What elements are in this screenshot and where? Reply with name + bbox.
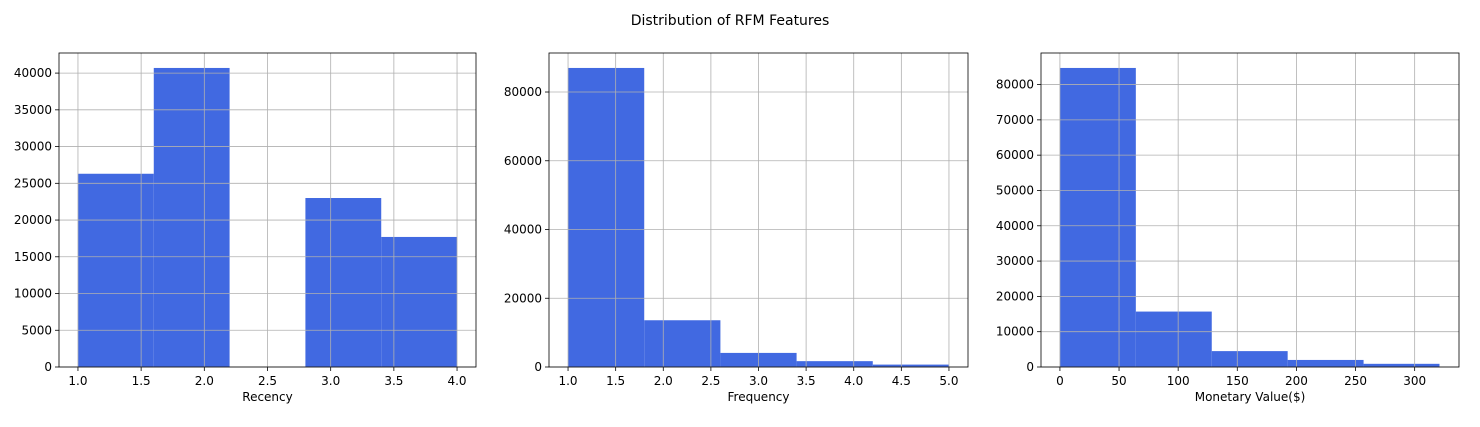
y-tick-label: 70000 — [996, 113, 1034, 127]
x-tick-label: 1.0 — [558, 374, 577, 388]
subplot: 0 50 100 150 200 250 300 0 10000 20000 30000 40000 5… — [996, 52, 1460, 404]
x-tick-label: 4.0 — [447, 374, 466, 388]
y-tick-label: 60000 — [504, 154, 542, 168]
y-tick-label: 15000 — [14, 250, 52, 264]
y-tick-label: 25000 — [14, 176, 52, 190]
y-tick-label: 40000 — [504, 223, 542, 237]
bar — [1287, 359, 1364, 367]
figure-title: Distribution of RFM Features — [631, 13, 830, 29]
axes-frame — [58, 52, 477, 368]
bar — [1135, 311, 1212, 367]
bar — [305, 198, 382, 367]
y-tick-label: 0 — [534, 360, 542, 374]
bar — [1059, 67, 1136, 367]
y-tick-label: 20000 — [504, 291, 542, 305]
x-tick-label: 4.0 — [844, 374, 863, 388]
y-tick-label: 50000 — [996, 183, 1034, 197]
subplot: 1.0 1.5 2.0 2.5 3.0 3.5 4.0 4.5 5.0 0 20000 40000 60… — [504, 52, 969, 404]
y-tick-label: 30000 — [14, 140, 52, 154]
y-tick-label: 20000 — [996, 289, 1034, 303]
x-axis-label: Monetary Value($) — [1195, 390, 1306, 404]
x-tick-label: 3.0 — [749, 374, 768, 388]
x-axis-label: Recency — [242, 390, 292, 404]
y-tick-label: 0 — [1026, 360, 1034, 374]
x-axis-label: Frequency — [728, 390, 790, 404]
y-tick-label: 80000 — [996, 78, 1034, 92]
y-tick-label: 5000 — [21, 323, 52, 337]
bar — [568, 67, 645, 367]
axes-frame — [1040, 52, 1460, 368]
x-tick-label: 1.5 — [606, 374, 625, 388]
bar — [153, 67, 230, 367]
y-tick-label: 0 — [44, 360, 52, 374]
y-tick-label: 20000 — [14, 213, 52, 227]
y-tick-label: 30000 — [996, 254, 1034, 268]
x-tick-label: 150 — [1226, 374, 1249, 388]
bar — [1211, 351, 1288, 367]
bar — [644, 320, 721, 367]
axes-frame — [548, 52, 969, 368]
x-tick-label: 250 — [1344, 374, 1367, 388]
x-tick-label: 2.5 — [258, 374, 277, 388]
x-tick-label: 100 — [1167, 374, 1190, 388]
x-tick-label: 2.0 — [654, 374, 673, 388]
x-tick-label: 2.0 — [195, 374, 214, 388]
x-tick-label: 4.5 — [892, 374, 911, 388]
x-tick-label: 1.5 — [132, 374, 151, 388]
x-tick-label: 1.0 — [68, 374, 87, 388]
x-tick-label: 200 — [1285, 374, 1308, 388]
subplot: 1.0 1.5 2.0 2.5 3.0 3.5 4.0 0 5000 10000 15000 2000… — [14, 52, 477, 404]
bar — [872, 364, 949, 367]
x-tick-label: 3.5 — [384, 374, 403, 388]
x-tick-label: 2.5 — [701, 374, 720, 388]
y-tick-label: 40000 — [14, 66, 52, 80]
y-tick-label: 35000 — [14, 103, 52, 117]
x-tick-label: 5.0 — [939, 374, 958, 388]
y-tick-label: 10000 — [14, 287, 52, 301]
bar — [1363, 363, 1440, 367]
bar — [77, 173, 154, 367]
x-tick-label: 0 — [1056, 374, 1064, 388]
x-tick-label: 3.0 — [321, 374, 340, 388]
x-tick-label: 3.5 — [797, 374, 816, 388]
y-tick-label: 10000 — [996, 325, 1034, 339]
x-tick-label: 50 — [1111, 374, 1126, 388]
bar — [796, 361, 873, 367]
y-tick-label: 40000 — [996, 219, 1034, 233]
y-tick-label: 80000 — [504, 85, 542, 99]
y-tick-label: 60000 — [996, 148, 1034, 162]
x-tick-label: 300 — [1403, 374, 1426, 388]
